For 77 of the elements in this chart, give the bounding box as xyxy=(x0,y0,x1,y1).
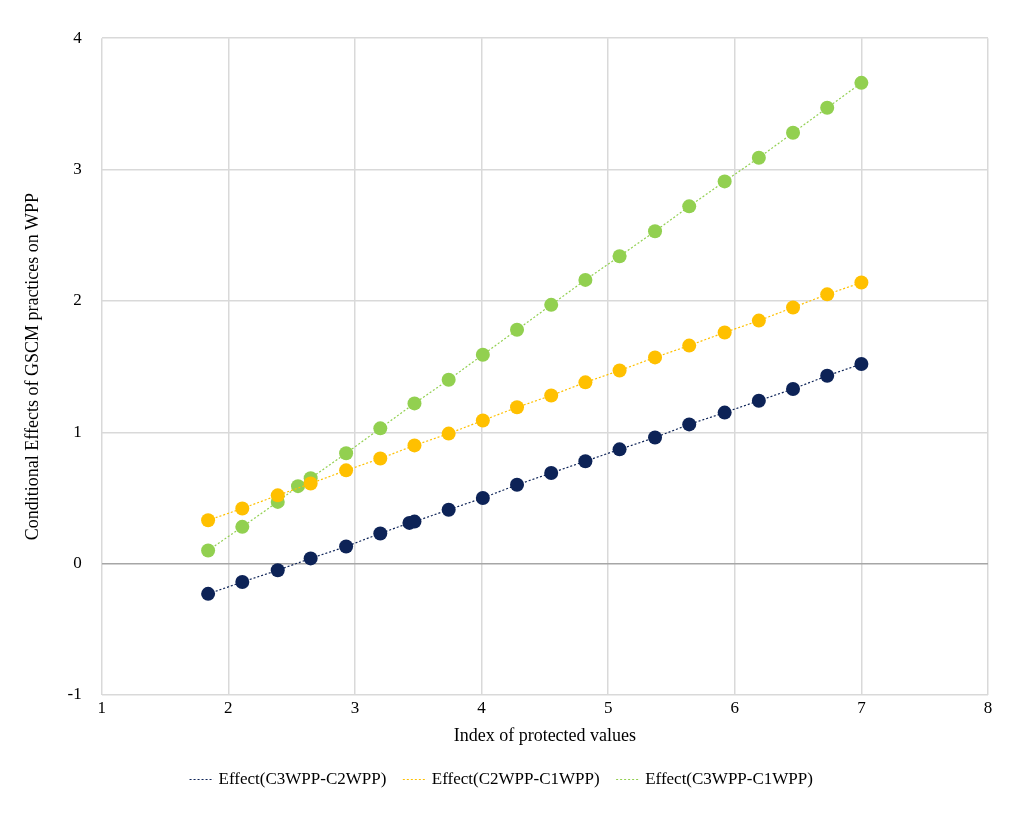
point xyxy=(612,442,627,457)
point xyxy=(544,388,559,403)
point xyxy=(751,393,766,408)
point xyxy=(475,347,490,362)
point xyxy=(820,287,835,302)
y-tick-label: 0 xyxy=(73,553,82,573)
y-tick-label: 2 xyxy=(73,290,82,310)
point xyxy=(475,490,490,505)
y-tick-label: 4 xyxy=(73,27,83,47)
point xyxy=(648,430,663,445)
point xyxy=(339,446,354,461)
x-tick-label: 3 xyxy=(350,697,360,717)
point xyxy=(373,526,388,541)
point xyxy=(235,575,250,590)
point xyxy=(441,502,456,517)
point xyxy=(339,539,354,554)
point xyxy=(578,454,593,469)
point xyxy=(441,426,456,441)
legend-label: Effect(C2WPP-C1WPP) xyxy=(431,768,600,788)
point xyxy=(786,300,801,315)
point xyxy=(820,100,835,115)
point xyxy=(648,224,663,239)
legend-label: Effect(C3WPP-C1WPP) xyxy=(645,768,813,788)
point xyxy=(820,368,835,383)
point xyxy=(510,477,525,492)
point xyxy=(441,372,456,387)
point xyxy=(544,297,559,312)
point xyxy=(854,75,869,90)
x-tick-label: 1 xyxy=(97,697,107,717)
point xyxy=(854,275,869,290)
point xyxy=(201,543,216,558)
point xyxy=(786,125,801,140)
point xyxy=(682,199,697,214)
x-tick-label: 4 xyxy=(477,697,487,717)
point xyxy=(751,313,766,328)
point xyxy=(303,551,318,566)
point xyxy=(612,363,627,378)
point xyxy=(407,438,422,453)
point xyxy=(682,338,697,353)
point xyxy=(786,381,801,396)
point xyxy=(270,563,285,578)
point xyxy=(373,421,388,436)
point xyxy=(717,174,732,189)
y-axis-title: Conditional Effects of GSCM practices on WPP xyxy=(21,192,42,541)
x-tick-label: 6 xyxy=(730,697,740,717)
x-tick-label: 7 xyxy=(857,697,867,717)
point xyxy=(235,501,250,516)
point xyxy=(544,466,559,480)
point xyxy=(291,479,305,494)
y-tick-label: -1 xyxy=(67,684,82,704)
point xyxy=(201,586,216,601)
point xyxy=(475,413,490,428)
point xyxy=(578,375,593,390)
point xyxy=(339,463,354,478)
x-axis-title: Index of protected values xyxy=(453,724,637,745)
point xyxy=(510,322,525,337)
point xyxy=(717,325,732,340)
point xyxy=(235,519,250,534)
point xyxy=(303,476,318,491)
point xyxy=(682,417,697,432)
point xyxy=(612,249,627,264)
point xyxy=(578,272,593,287)
point xyxy=(751,150,766,165)
point xyxy=(648,350,663,365)
point xyxy=(854,356,869,371)
point xyxy=(407,396,422,411)
point xyxy=(717,405,732,420)
x-tick-label: 2 xyxy=(224,697,233,717)
x-tick-label: 5 xyxy=(603,697,613,717)
y-tick-label: 1 xyxy=(73,421,82,441)
point xyxy=(201,513,216,528)
point xyxy=(270,488,285,503)
x-tick-label: 8 xyxy=(983,697,993,717)
point xyxy=(373,451,388,466)
point xyxy=(510,400,525,415)
y-tick-label: 3 xyxy=(73,159,82,179)
legend-label: Effect(C3WPP-C2WPP) xyxy=(218,768,387,788)
